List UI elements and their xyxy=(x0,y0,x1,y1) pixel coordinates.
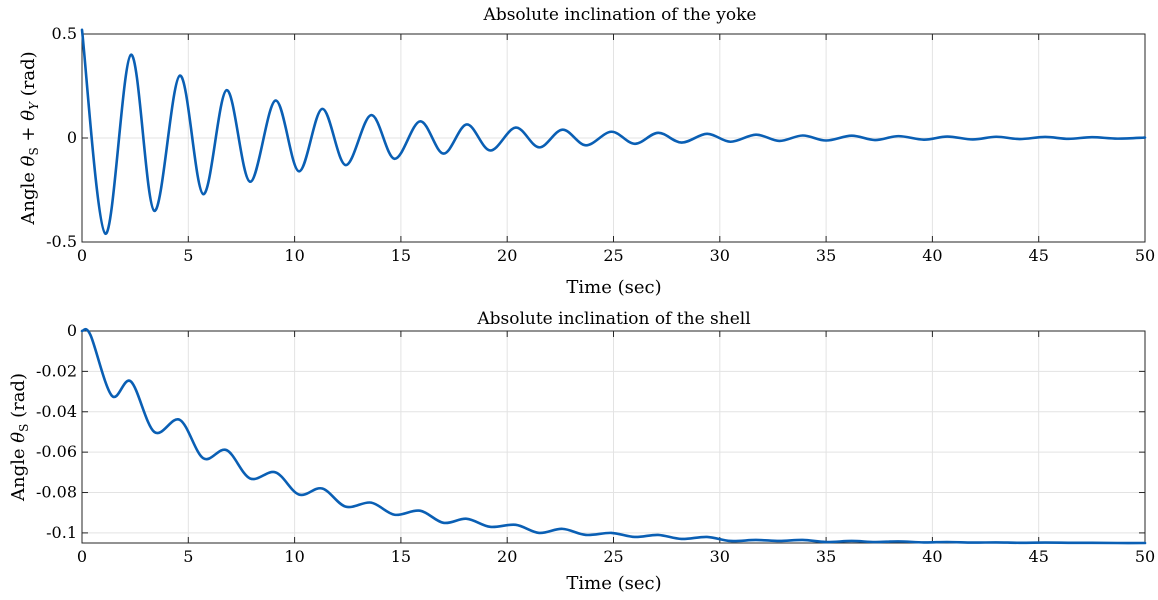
chart-shell-xtick-label: 45 xyxy=(1029,547,1049,566)
chart-shell-xtick-label: 50 xyxy=(1135,547,1155,566)
chart-shell-ytick-label: -0.04 xyxy=(36,402,77,421)
chart-shell-ytick-label: -0.06 xyxy=(36,442,77,461)
chart-yoke-ytick-label: 0.5 xyxy=(52,24,77,43)
chart-shell-ytick-label: -0.1 xyxy=(46,523,77,542)
chart-yoke-series-line xyxy=(80,28,1147,235)
chart-shell-xtick-label: 40 xyxy=(922,547,942,566)
chart-yoke-xtick-label: 15 xyxy=(391,246,411,265)
chart-shell-ylabel-suffix: (rad) xyxy=(8,373,29,424)
chart-shell-xtick-label: 30 xyxy=(710,547,730,566)
chart-yoke-ylabel: Angle θS + θY (rad) xyxy=(18,51,41,225)
chart-yoke-xtick-label: 10 xyxy=(284,246,304,265)
chart-shell-ytick-label: -0.02 xyxy=(36,361,77,380)
chart-yoke-xlabel: Time (sec) xyxy=(566,277,661,298)
chart-yoke-xtick-label: 30 xyxy=(710,246,730,265)
chart-yoke-ticks: 0 5 10 15 20 25 30 35 40 45 50-0.500.5 xyxy=(46,24,1155,265)
chart-shell: Absolute inclination of the shell 0 5 10 15… xyxy=(8,309,1155,594)
chart-shell-ytick-label: 0 xyxy=(67,321,77,340)
chart-shell-xlabel: Time (sec) xyxy=(566,573,661,594)
chart-shell-series xyxy=(80,327,1147,545)
chart-yoke-xtick-label: 40 xyxy=(922,246,942,265)
chart-yoke-xtick-label: 50 xyxy=(1135,246,1155,265)
chart-yoke-ytick-label: 0 xyxy=(67,128,77,147)
chart-shell-xtick-label: 5 xyxy=(183,547,193,566)
chart-yoke-ytick-label: -0.5 xyxy=(46,232,77,251)
chart-yoke-ylabel-suffix: (rad) xyxy=(18,51,39,102)
chart-shell-title: Absolute inclination of the shell xyxy=(476,309,750,329)
chart-shell-ylabel-prefix: Angle xyxy=(8,443,29,502)
chart-yoke-xtick-label: 5 xyxy=(183,246,193,265)
chart-shell-grid xyxy=(81,330,1146,543)
chart-yoke-title: Absolute inclination of the yoke xyxy=(483,5,757,25)
chart-shell-xtick-label: 10 xyxy=(284,547,304,566)
chart-shell-xtick-label: 20 xyxy=(497,547,517,566)
chart-yoke-xtick-label: 45 xyxy=(1029,246,1049,265)
chart-yoke-series xyxy=(80,28,1147,235)
chart-shell-xtick-label: 25 xyxy=(603,547,623,566)
chart-shell-series-line xyxy=(80,327,1147,545)
chart-yoke-ylabel-prefix: Angle xyxy=(18,166,39,225)
chart-shell-xtick-label: 15 xyxy=(391,547,411,566)
chart-yoke-xtick-label: 35 xyxy=(816,246,836,265)
chart-shell-xtick-label: 35 xyxy=(816,547,836,566)
chart-yoke-xtick-label: 25 xyxy=(603,246,623,265)
chart-yoke: Absolute inclination of the yoke 0 5 10 15 2… xyxy=(18,5,1155,298)
chart-shell-ticks: 0 5 10 15 20 25 30 35 40 45 50 -0.1 -0.08 -0.06 -0.04 -… xyxy=(36,321,1155,566)
chart-shell-xtick-label: 0 xyxy=(77,547,87,566)
chart-shell-ylabel: Angle θS (rad) xyxy=(8,373,31,502)
chart-yoke-xtick-label: 0 xyxy=(77,246,87,265)
chart-shell-ytick-label: -0.08 xyxy=(36,483,77,502)
chart-yoke-xtick-label: 20 xyxy=(497,246,517,265)
